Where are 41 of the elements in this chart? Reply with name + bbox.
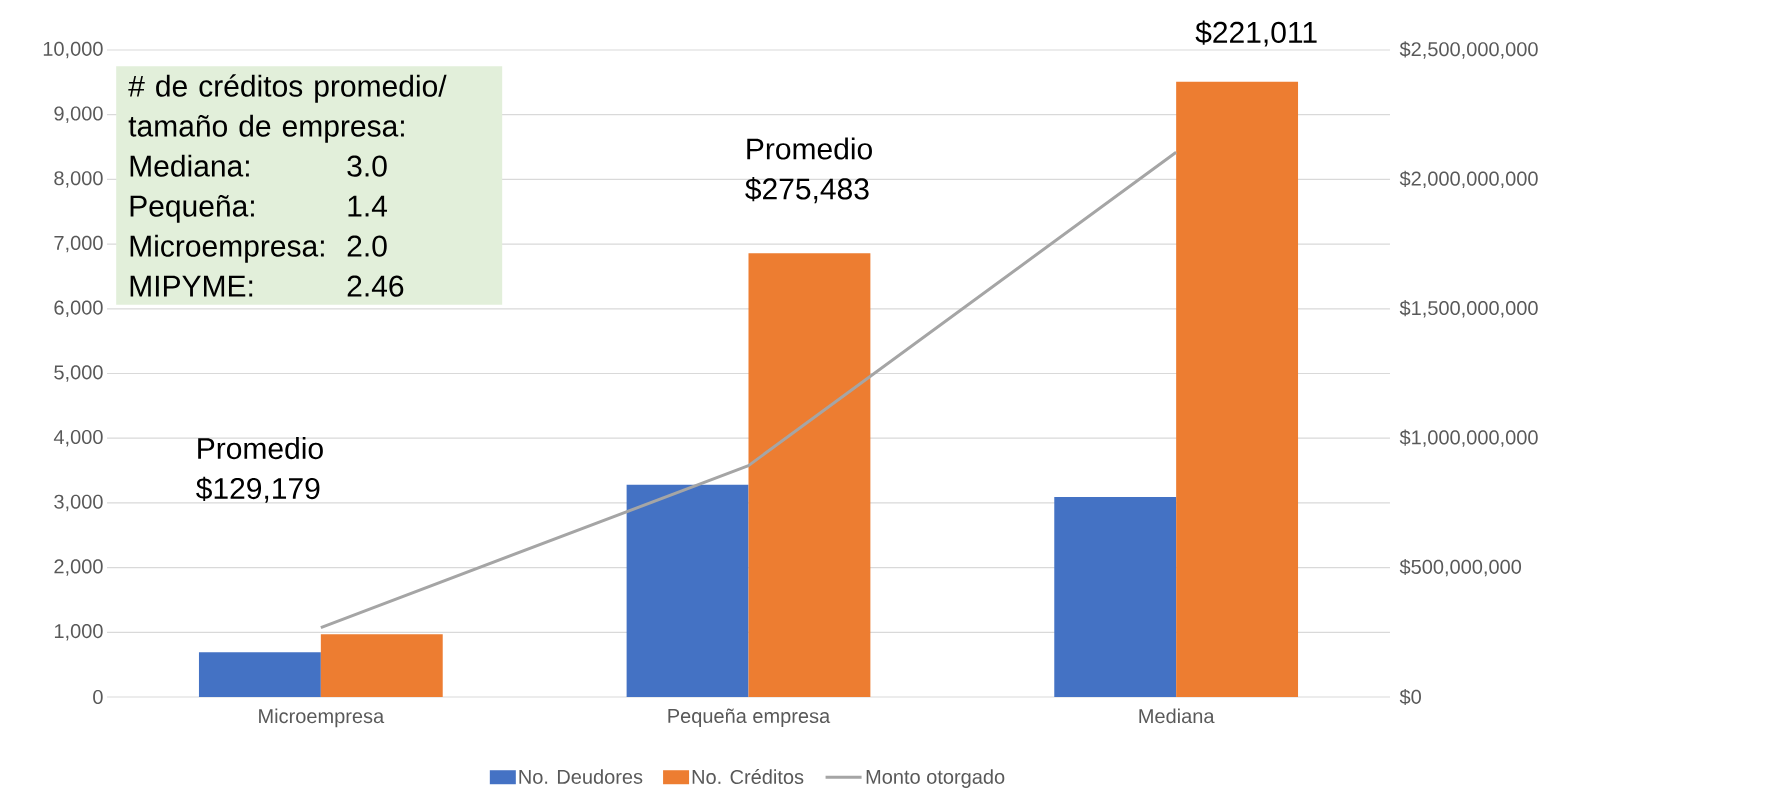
legend-label: No. Créditos bbox=[692, 769, 804, 785]
bar bbox=[1176, 81, 1299, 697]
y2-tick-label: $1,000,000,000 bbox=[1399, 429, 1538, 447]
y-tick-label: 5,000 bbox=[54, 365, 103, 382]
text: $221,011 bbox=[1195, 20, 1317, 47]
annotation: Mediana: bbox=[130, 154, 249, 177]
annotation: 2.0 bbox=[347, 235, 387, 257]
annotation: Promedio $129,179 bbox=[196, 437, 323, 503]
annotation: 2.46 bbox=[347, 275, 404, 297]
bar bbox=[626, 484, 749, 697]
x-tick-label: Mediana bbox=[1139, 708, 1215, 724]
legend-label: No. Deudores bbox=[519, 769, 643, 784]
annotation: Pequeña: bbox=[130, 194, 254, 223]
y-tick-label: 8,000 bbox=[54, 171, 103, 188]
annotation: 3.0 bbox=[347, 155, 387, 177]
y2-tick-label: $2,500,000,000 bbox=[1399, 41, 1538, 59]
y-tick-label: 1,000 bbox=[54, 624, 103, 641]
y-tick-label: 9,000 bbox=[54, 106, 103, 123]
bar bbox=[320, 634, 443, 697]
y-tick-label: 2,000 bbox=[54, 559, 103, 576]
y-tick-label: 6,000 bbox=[54, 300, 103, 318]
y2-tick-label: $1,500,000,000 bbox=[1399, 300, 1538, 318]
bar bbox=[748, 253, 871, 697]
y2-tick-label: $2,000,000,000 bbox=[1399, 170, 1538, 189]
x-tick-label: Microempresa bbox=[259, 708, 385, 728]
y-tick-label: 10,000 bbox=[43, 41, 103, 59]
annotation: 1.4 bbox=[348, 195, 388, 217]
y-tick-label: 3,000 bbox=[54, 494, 103, 512]
annotation: Microempresa: bbox=[130, 234, 324, 263]
y2-tick-label: $500,000,000 bbox=[1399, 558, 1522, 577]
y-tick-label: 7,000 bbox=[54, 235, 103, 253]
bar bbox=[198, 652, 321, 697]
bar bbox=[1054, 497, 1177, 697]
y2-tick-label: $0 bbox=[1399, 688, 1421, 706]
annotation: Promedio $275,483 bbox=[745, 137, 872, 204]
x-tick-label: Pequeña empresa bbox=[668, 708, 831, 728]
y-tick-label: 4,000 bbox=[53, 429, 103, 447]
y-tick-label: 0 bbox=[93, 689, 103, 705]
annotation: MIPYME: bbox=[130, 275, 253, 297]
annotation: # de créditos promedio/ tamaño de empresa: bbox=[128, 74, 447, 143]
legend-label: Monto otorgado bbox=[866, 769, 1005, 788]
